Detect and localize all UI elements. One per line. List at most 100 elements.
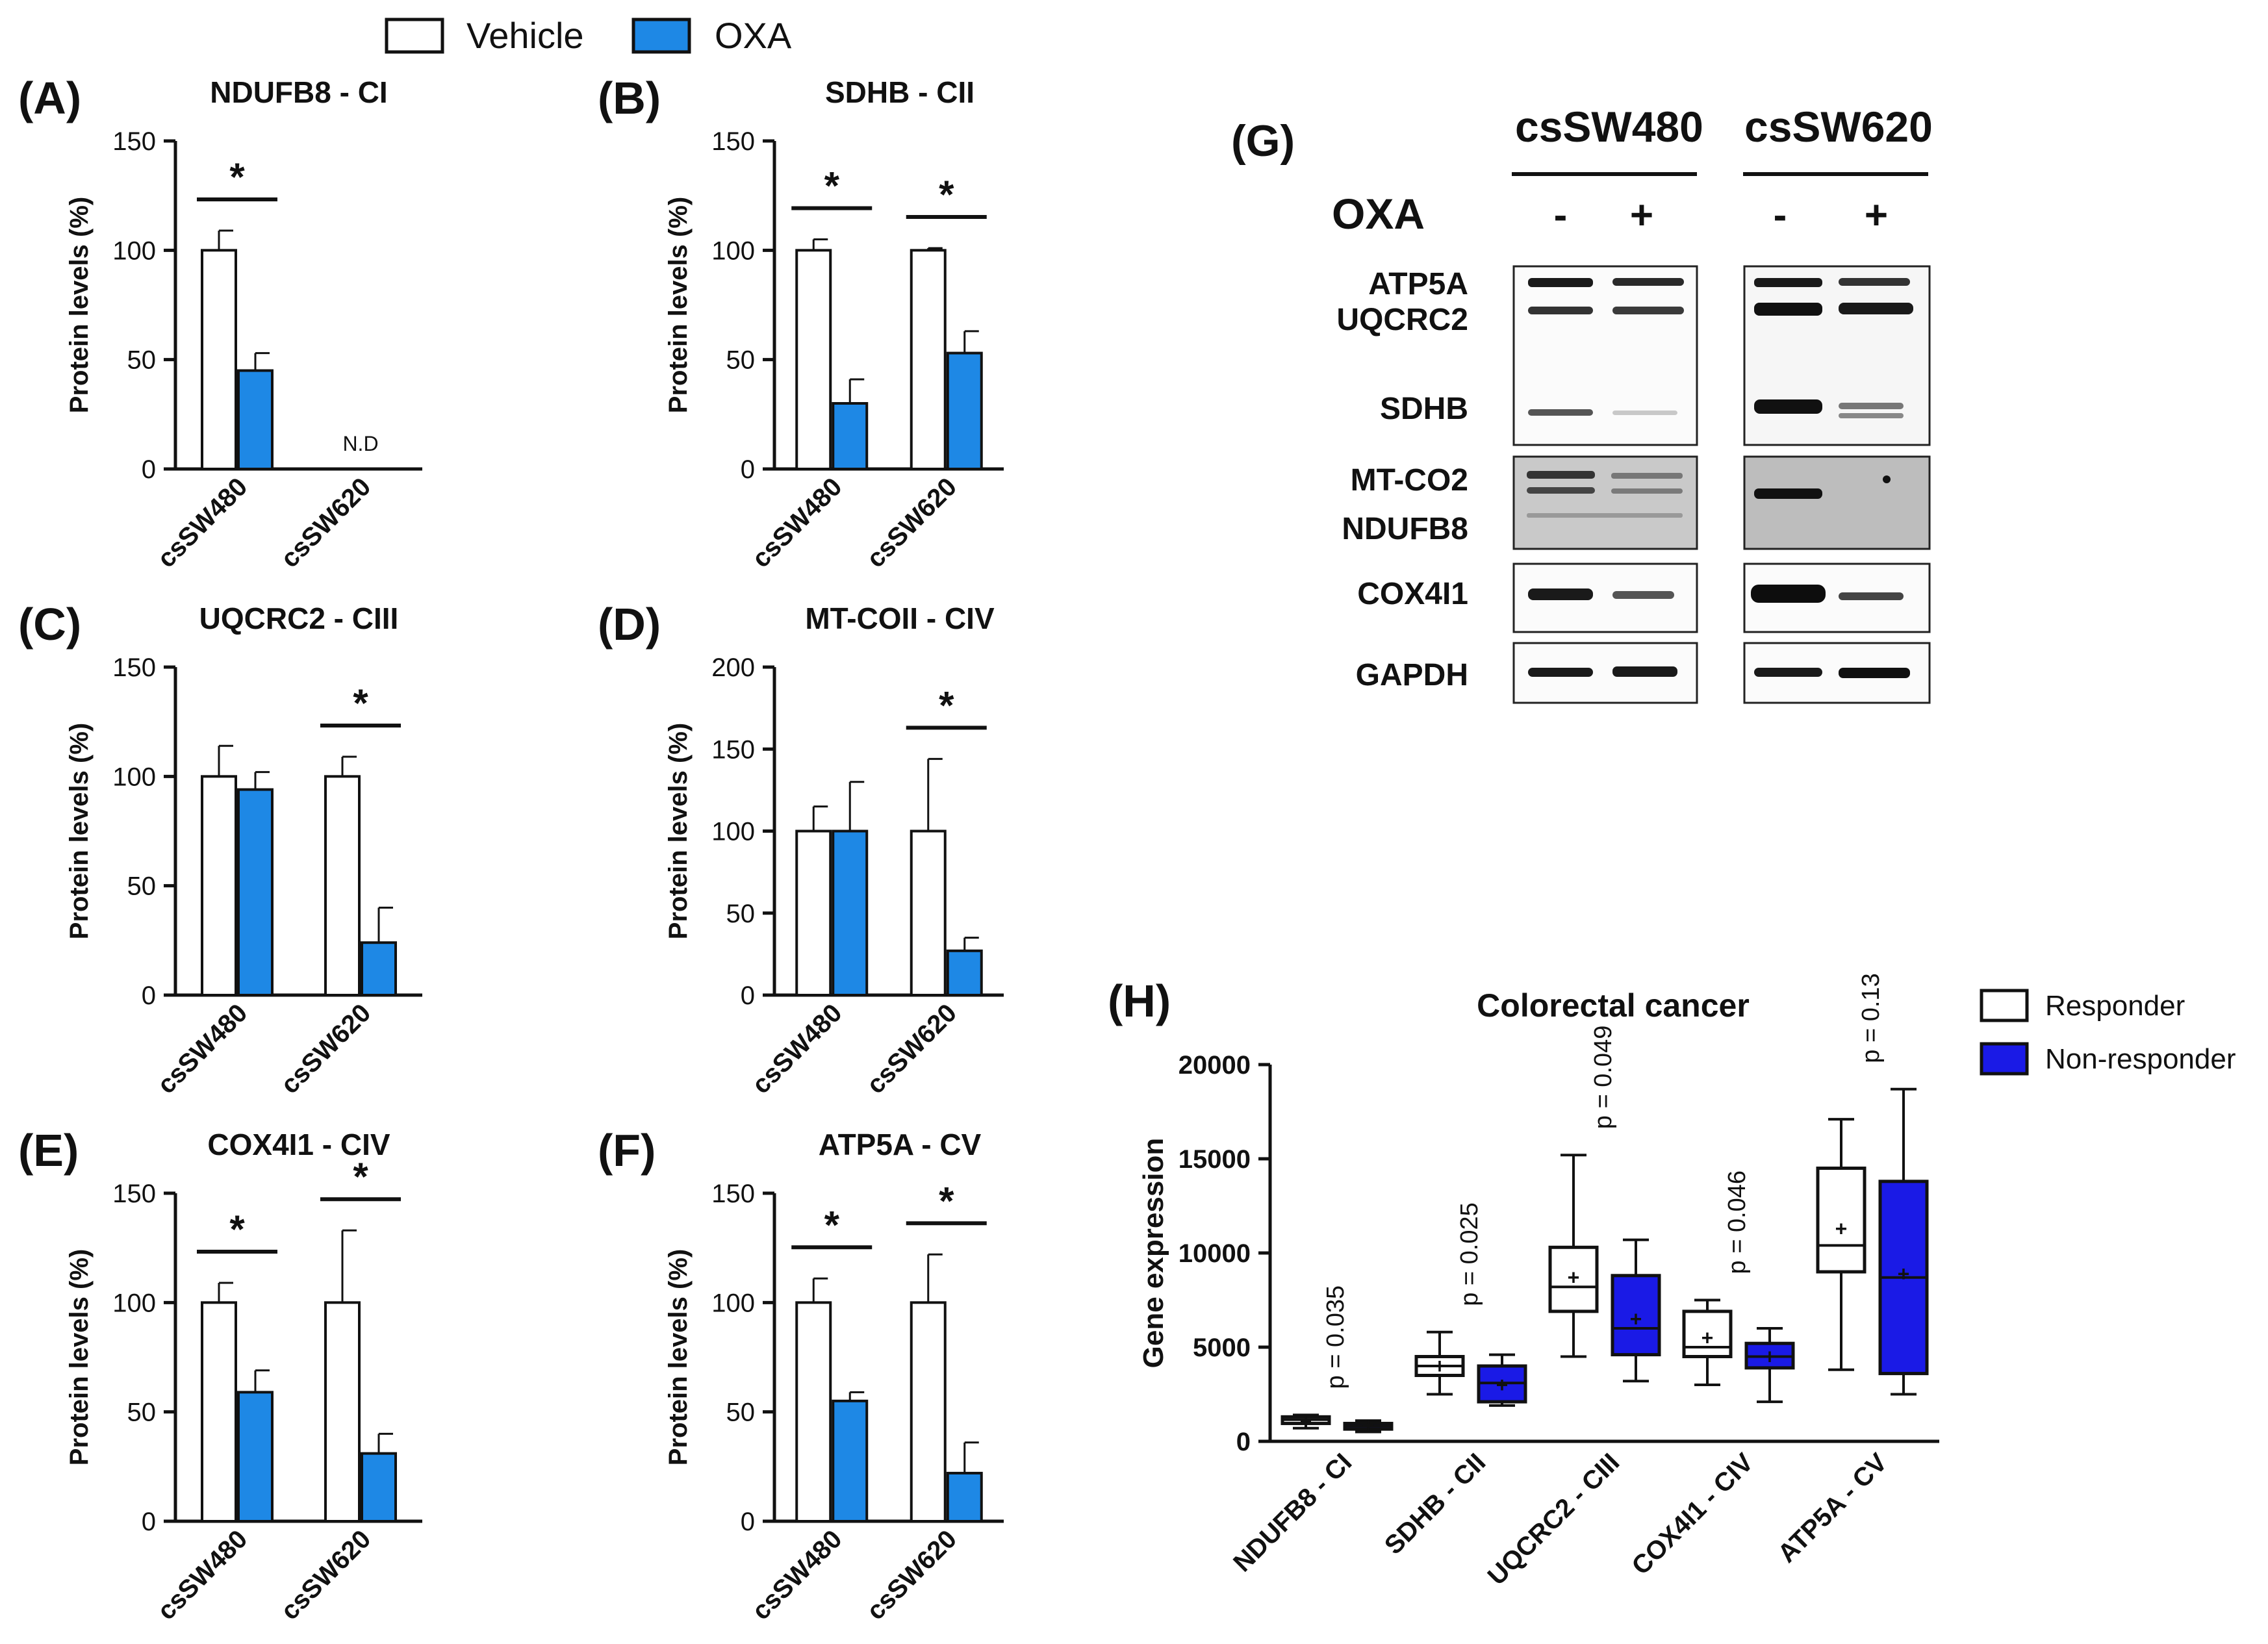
band — [1611, 473, 1683, 479]
bar-vehicle-cssw620 — [910, 829, 947, 996]
y-tick-label: 20000 — [1179, 1051, 1251, 1080]
band — [1839, 413, 1904, 418]
legend-oxa-label: OXA — [715, 15, 792, 56]
cell-line-label-sw620: csSW620 — [1744, 103, 1933, 151]
blot-speck — [1883, 475, 1891, 483]
band — [1839, 592, 1904, 600]
mean-marker: + — [1764, 1345, 1776, 1369]
band — [1754, 399, 1822, 414]
bar-oxa-cssw620 — [946, 351, 983, 470]
x-tick-label: csSW480 — [152, 1524, 253, 1625]
p-value-label: p = 0.046 — [1724, 1170, 1751, 1274]
band — [1839, 403, 1904, 409]
bar-vehicle-cssw620 — [910, 249, 947, 470]
boxplot-chart: (H) Colorectal cancer 0 5000 10000 15000 20000… — [1108, 973, 2236, 1591]
blot-sw480-mid — [1512, 455, 1698, 550]
y-tick-label: 0 — [142, 1508, 156, 1536]
y-tick-label: 200 — [711, 653, 755, 682]
bar-oxa-cssw620 — [361, 941, 397, 996]
band — [1751, 585, 1826, 603]
bar-oxa-cssw480 — [237, 1391, 274, 1523]
x-tick-label: COX4I1 - CIV — [1626, 1448, 1759, 1580]
y-tick-label: 50 — [127, 872, 157, 901]
panel-label: (H) — [1108, 976, 1171, 1026]
significance-star: * — [824, 164, 840, 208]
mean-marker: + — [1568, 1266, 1580, 1289]
y-tick-label: 0 — [741, 1508, 755, 1536]
y-tick-label: 0 — [741, 455, 755, 484]
y-tick-label: 50 — [726, 900, 756, 928]
significance-star: * — [939, 1179, 954, 1222]
y-tick-label: 0 — [741, 981, 755, 1010]
band — [1754, 303, 1822, 316]
x-tick-label: csSW620 — [275, 998, 376, 1099]
y-tick-label: 100 — [711, 1289, 755, 1317]
band — [1528, 668, 1593, 677]
bar-chart-f: (F) ATP5A - CV 0 50 100 150 Protein levels (%)… — [598, 1125, 1004, 1626]
protein-label-ndufb8: NDUFB8 — [1342, 512, 1468, 546]
y-tick-label: 100 — [112, 236, 156, 265]
protein-label-atp5a: ATP5A — [1368, 267, 1468, 301]
bar-vehicle-cssw480 — [795, 1301, 832, 1523]
bar-oxa-cssw480 — [832, 402, 869, 470]
band — [1611, 488, 1683, 494]
y-tick-label: 150 — [112, 127, 156, 156]
bar-oxa-cssw480 — [237, 788, 274, 996]
lane-sign-2: + — [1630, 193, 1653, 238]
band — [1612, 307, 1684, 314]
band — [1612, 278, 1684, 286]
lane-sign-3: - — [1774, 193, 1787, 238]
panel-label: (B) — [598, 73, 661, 123]
panel-label: (C) — [18, 599, 81, 650]
band — [1612, 591, 1674, 599]
y-tick-label: 0 — [142, 455, 156, 484]
bar-vehicle-cssw480 — [795, 829, 832, 996]
chart-title: MT-COII - CIV — [805, 601, 995, 635]
bar-oxa-cssw480 — [237, 369, 274, 470]
bar-chart-e: (E) COX4I1 - CIV 0 50 100 150 Protein levels (… — [18, 1125, 422, 1626]
chart-title: UQCRC2 - CIII — [199, 601, 399, 635]
x-tick-label: csSW620 — [275, 472, 376, 573]
x-tick-label: csSW620 — [275, 1524, 376, 1625]
x-tick-label: csSW480 — [152, 472, 253, 573]
protein-label-uqcrc2: UQCRC2 — [1336, 303, 1468, 337]
bar-vehicle-cssw620 — [910, 1301, 947, 1523]
band — [1528, 278, 1593, 287]
bar-chart-d: (D) MT-COII - CIV 0 50 100 150 200 Protein leve… — [598, 599, 1004, 1100]
y-tick-label: 100 — [711, 818, 755, 846]
x-tick-label: csSW620 — [861, 1524, 962, 1625]
western-blot-panel: (G) csSW480 csSW620 OXA - + - + ATP5A UQ… — [1231, 103, 1933, 704]
significance-star: * — [824, 1203, 840, 1246]
bar-vehicle-cssw480 — [201, 249, 237, 470]
protein-label-sdhb: SDHB — [1380, 392, 1468, 426]
bar-chart-b: (B) SDHB - CII 0 50 100 150 Protein levels (%)… — [598, 73, 1004, 574]
mean-marker: + — [1362, 1413, 1375, 1437]
bar-vehicle-cssw480 — [201, 775, 237, 997]
significance-star: * — [353, 1155, 368, 1198]
panel-label: (D) — [598, 599, 661, 650]
y-tick-label: 150 — [711, 127, 755, 156]
mean-marker: + — [1835, 1217, 1848, 1240]
blot-sw620-mid — [1743, 455, 1931, 550]
y-axis-label: Gene expression — [1138, 1138, 1169, 1369]
bar-panels: (A) NDUFB8 - CI 0 50 100 150 Protein levels (%… — [18, 73, 1004, 1626]
box-responder — [1682, 1309, 1733, 1359]
y-tick-label: 100 — [112, 763, 156, 791]
protein-label-gapdh: GAPDH — [1356, 658, 1468, 692]
x-tick-label: UQCRC2 - CIII — [1483, 1448, 1625, 1591]
significance-star: * — [353, 681, 368, 725]
top-legend: Vehicle OXA — [385, 15, 792, 56]
legend-oxa-swatch — [631, 18, 691, 54]
band — [1528, 588, 1593, 600]
y-tick-label: 100 — [112, 1289, 156, 1317]
x-tick-label: SDHB - CII — [1379, 1448, 1492, 1560]
y-tick-label: 5000 — [1193, 1334, 1251, 1362]
band — [1839, 278, 1910, 286]
p-value-label: p = 0.049 — [1590, 1026, 1617, 1130]
panel-label: (F) — [598, 1125, 656, 1176]
y-tick-label: 50 — [726, 346, 756, 375]
y-axis-label: Protein levels (%) — [664, 723, 693, 939]
panel-label: (E) — [18, 1125, 79, 1176]
significance-star: * — [229, 1208, 245, 1251]
panel-g-label: (G) — [1231, 116, 1295, 166]
